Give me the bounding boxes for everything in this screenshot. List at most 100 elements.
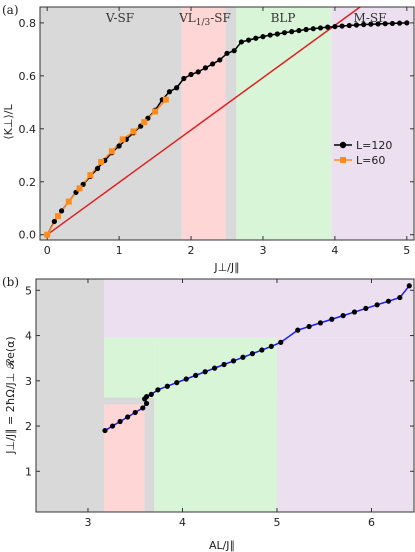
- b-series-0-point-16: [212, 365, 218, 371]
- b-region-1: [104, 279, 414, 338]
- a-series-0-point-7: [94, 165, 101, 172]
- a-series-0-point-24: [217, 57, 223, 63]
- panel-b-label: (b): [2, 275, 19, 289]
- a-series-1-point-0: [44, 231, 51, 238]
- b-series-0-point-30: [363, 305, 369, 312]
- legend-label-l120: L=120: [356, 139, 392, 152]
- a-series-0-point-36: [303, 26, 309, 33]
- a-xtick-label-5: 5: [403, 244, 410, 257]
- a-series-0-point-30: [260, 34, 266, 40]
- panel-b-frame: [35, 278, 415, 513]
- legend-label-l60: L=60: [356, 154, 385, 167]
- a-series-1-point-3: [76, 185, 83, 192]
- a-series-0-point-32: [274, 31, 280, 37]
- region-label-msf: M-SF: [354, 11, 387, 25]
- a-series-0-point-42: [346, 22, 352, 29]
- a-series-0-point-43: [353, 22, 360, 28]
- a-xtick-label-4: 4: [331, 244, 338, 257]
- a-series-0-point-17: [166, 89, 173, 95]
- b-series-0-point-0: [102, 427, 108, 434]
- b-series-0-point-27: [329, 316, 335, 322]
- a-series-1-point-6: [108, 148, 115, 155]
- panel-a-ticks: 0 1 2 3 4 5 0.0 0.2 0.4 0.6 0.8: [19, 7, 414, 257]
- b-series-0-point-2: [117, 418, 123, 425]
- panel-a-frame: [39, 6, 415, 241]
- a-series-1-point-7: [119, 136, 126, 143]
- b-region-6: [104, 404, 145, 512]
- b-series-0-point-15: [202, 369, 208, 375]
- b-series-0-point-12: [174, 380, 180, 386]
- b-series-0-point-4: [132, 409, 138, 416]
- b-region-7: [104, 397, 155, 405]
- a-ytick-label-2: 0.4: [19, 123, 37, 136]
- b-region-5: [104, 337, 155, 398]
- b-series-0-point-32: [385, 298, 392, 304]
- legend-marker-l60: [340, 157, 346, 163]
- a-series-0-point-37: [310, 26, 316, 32]
- region-label-vsf: V-SF: [105, 11, 134, 25]
- a-ytick-label-4: 0.8: [19, 17, 37, 30]
- a-series-0-point-46: [375, 21, 381, 27]
- legend-marker-l120: [339, 141, 347, 149]
- b-series-0-point-31: [374, 302, 380, 308]
- panel-b-ticks: 3 4 5 6 1 2 3 4 5: [25, 279, 414, 529]
- b-series-0-point-29: [351, 309, 358, 315]
- a-series-0-point-38: [317, 25, 324, 31]
- panel-b-ylabel: J⊥/J∥ = 2ħΩ/J⊥ 𝓡e(α): [4, 336, 17, 454]
- region-label-blp: BLP: [271, 11, 296, 25]
- b-ytick-label-4: 5: [25, 284, 32, 297]
- b-xtick-label-2: 5: [273, 516, 280, 529]
- b-xtick-label-3: 6: [368, 516, 375, 529]
- panel-a: (a) 0 1 2 3 4 50.00.20.40.60.8 V-SF VL1/3-SF …: [2, 3, 415, 274]
- b-region-8: [144, 397, 155, 512]
- b-series-0-point-28: [340, 313, 346, 319]
- b-xtick-label-0: 3: [84, 516, 91, 529]
- panel-a-regions: [40, 7, 414, 240]
- a-series-0-point-1: [51, 218, 57, 225]
- a-series-0-point-44: [361, 21, 367, 28]
- a-series-0-point-20: [188, 71, 194, 78]
- b-series-0-point-9: [148, 391, 154, 397]
- a-xtick-label-0: 0: [44, 244, 51, 257]
- a-region-3: [236, 7, 332, 240]
- a-series-0-point-45: [368, 21, 374, 27]
- b-series-0-point-22: [268, 343, 274, 350]
- b-series-0-point-25: [306, 323, 312, 330]
- panel-b: (b) 3 4 5 6 1 2 3 4 5 AL/J∥ J⊥/J∥ = 2ħΩ/J⊥ 𝓡e(α): [2, 275, 415, 552]
- b-series-0-point-3: [125, 414, 131, 420]
- b-series-0-point-10: [155, 387, 161, 393]
- panel-a-ylabel: ⟨K⊥⟩/L: [2, 104, 15, 140]
- a-region-1: [181, 7, 226, 240]
- a-series-1-point-4: [87, 172, 94, 179]
- b-series-0-point-20: [249, 351, 256, 357]
- b-series-0-point-33: [397, 294, 403, 301]
- a-series-0-point-47: [382, 21, 388, 27]
- a-region-4: [331, 7, 414, 240]
- b-series-0-point-1: [109, 423, 116, 429]
- a-ytick-label-1: 0.2: [19, 176, 37, 189]
- b-series-0-point-23: [278, 339, 284, 345]
- b-series-0-point-18: [230, 358, 237, 364]
- b-ytick-label-0: 1: [25, 465, 32, 478]
- b-series-0-point-5: [140, 405, 146, 411]
- b-series-0-point-26: [317, 320, 324, 326]
- legend: L=120 L=60: [334, 139, 392, 167]
- a-xtick-label-2: 2: [188, 244, 195, 257]
- b-series-0-point-21: [259, 347, 265, 353]
- a-xtick-label-3: 3: [259, 244, 266, 257]
- b-series-0-point-34: [406, 283, 412, 289]
- a-series-0-point-28: [245, 37, 252, 43]
- a-series-0-point-35: [296, 27, 302, 34]
- a-series-0-point-23: [210, 61, 216, 67]
- b-xtick-label-1: 4: [179, 516, 186, 529]
- a-series-0-point-49: [397, 20, 403, 26]
- a-series-0-point-26: [231, 48, 237, 54]
- region-label-vl-sub: 1/3: [196, 18, 211, 28]
- a-series-0-point-25: [224, 50, 230, 56]
- b-ytick-label-2: 3: [25, 375, 32, 388]
- a-series-0-point-18: [174, 85, 180, 91]
- b-series-0-point-19: [240, 354, 246, 360]
- a-series-1-point-11: [162, 96, 169, 103]
- b-series-0-point-11: [164, 383, 170, 389]
